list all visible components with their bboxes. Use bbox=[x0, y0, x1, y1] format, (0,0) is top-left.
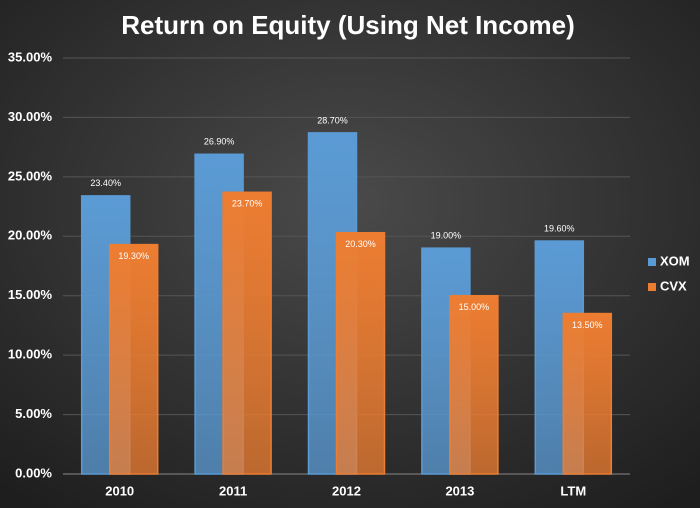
value-label: 19.00% bbox=[431, 231, 462, 241]
y-tick-label: 25.00% bbox=[8, 168, 53, 183]
chart-title: Return on Equity (Using Net Income) bbox=[121, 10, 575, 40]
bar bbox=[335, 231, 386, 475]
y-tick-label: 10.00% bbox=[8, 347, 53, 362]
value-label: 23.70% bbox=[232, 199, 263, 209]
legend-swatch bbox=[648, 283, 656, 291]
value-label: 26.90% bbox=[204, 137, 235, 147]
y-tick-label: 0.00% bbox=[15, 465, 52, 480]
y-tick-label: 30.00% bbox=[8, 109, 53, 124]
bar bbox=[222, 191, 272, 475]
value-label: 19.60% bbox=[544, 223, 575, 233]
value-label: 13.50% bbox=[572, 320, 603, 330]
bar bbox=[562, 312, 613, 475]
bar bbox=[449, 294, 499, 475]
y-tick-label: 15.00% bbox=[8, 287, 53, 302]
x-tick-label: 2013 bbox=[445, 483, 474, 498]
y-tick-label: 5.00% bbox=[15, 406, 52, 421]
legend-label: CVX bbox=[660, 278, 687, 293]
y-tick-label: 35.00% bbox=[8, 49, 53, 64]
value-label: 15.00% bbox=[459, 302, 490, 312]
x-tick-label: 2012 bbox=[332, 483, 361, 498]
value-label: 28.70% bbox=[317, 115, 348, 125]
bar bbox=[108, 243, 159, 475]
value-label: 23.40% bbox=[90, 178, 121, 188]
legend-swatch bbox=[648, 258, 656, 266]
legend-label: XOM bbox=[660, 253, 690, 268]
x-tick-label: LTM bbox=[560, 483, 586, 498]
value-label: 20.30% bbox=[345, 239, 376, 249]
x-tick-label: 2010 bbox=[105, 483, 134, 498]
y-tick-label: 20.00% bbox=[8, 228, 53, 243]
value-label: 19.30% bbox=[118, 251, 149, 261]
x-tick-label: 2011 bbox=[219, 483, 247, 498]
